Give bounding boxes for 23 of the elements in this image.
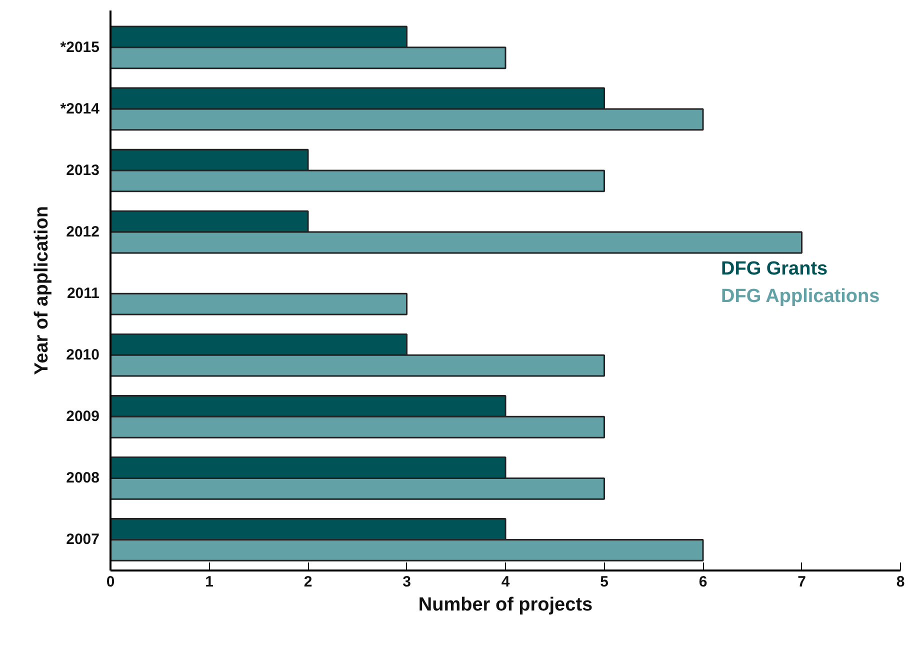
y-tick-label: 2008 [66, 470, 100, 487]
x-tick-label: 4 [501, 574, 510, 590]
x-tick-label: 5 [600, 574, 608, 590]
y-axis-title: Year of application [31, 206, 52, 375]
x-tick-label: 7 [798, 574, 806, 590]
y-tick-label: 2011 [66, 285, 100, 302]
x-tick-label: 1 [205, 574, 214, 590]
y-tick-label: *2014 [60, 100, 100, 118]
y-tick-label: 2009 [66, 408, 100, 426]
x-axis-title: Number of projects [418, 594, 593, 616]
x-tick-label: 3 [402, 574, 411, 590]
y-tick-label: 2013 [66, 162, 100, 179]
text: DFG Grants [721, 258, 828, 280]
y-tick-label: 2012 [66, 224, 100, 241]
bar [110, 292, 408, 316]
y-tick-label: 2010 [66, 346, 100, 364]
x-tick-label: 8 [896, 574, 905, 590]
x-tick-label: 6 [698, 574, 708, 590]
x-tick-label: 0 [106, 574, 115, 590]
x-tick-label: 2 [304, 574, 312, 590]
series-label: DFG Applications [721, 286, 880, 308]
y-tick-label: 2007 [66, 531, 100, 548]
y-tick-label: *2015 [60, 38, 100, 56]
